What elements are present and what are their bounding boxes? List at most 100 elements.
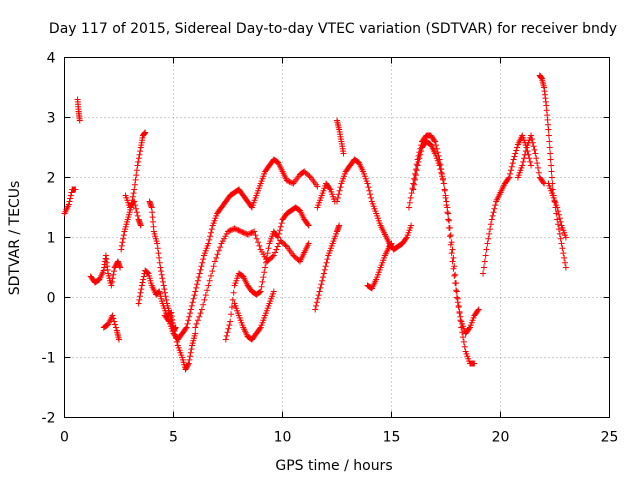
data-point <box>519 162 526 169</box>
data-point <box>534 164 541 171</box>
data-point <box>207 229 214 236</box>
series-f <box>122 192 144 229</box>
data-point <box>446 224 453 231</box>
data-point <box>258 283 265 290</box>
data-point <box>190 295 197 302</box>
series-v <box>536 72 569 271</box>
data-point <box>451 272 458 279</box>
data-point <box>507 170 514 177</box>
data-point <box>260 274 267 281</box>
y-axis-label: SDTVAR / TECUs <box>7 181 23 296</box>
data-point <box>440 180 447 187</box>
data-point <box>533 155 540 162</box>
data-point <box>265 245 272 252</box>
data-point <box>197 266 204 273</box>
data-point <box>185 361 192 368</box>
data-point <box>162 293 169 300</box>
data-point <box>257 288 264 295</box>
data-point <box>460 338 467 345</box>
data-point <box>185 360 192 367</box>
data-point <box>548 162 555 169</box>
data-point <box>444 204 451 211</box>
data-point <box>263 254 270 261</box>
data-point <box>187 349 194 356</box>
data-point <box>213 254 220 261</box>
data-point <box>137 148 144 155</box>
data-point <box>110 315 117 322</box>
data-point <box>320 274 327 281</box>
data-point <box>562 234 569 241</box>
data-point <box>67 192 74 199</box>
data-point <box>459 329 466 336</box>
data-point <box>514 144 521 151</box>
series-c <box>87 252 124 289</box>
data-point <box>120 232 127 239</box>
data-point <box>278 220 285 227</box>
data-point <box>156 259 163 266</box>
data-point <box>136 151 143 158</box>
data-point <box>227 227 234 234</box>
data-point <box>119 239 126 246</box>
data-point <box>206 277 213 284</box>
data-point <box>486 230 493 237</box>
data-point <box>285 178 292 185</box>
data-point <box>488 216 495 223</box>
data-point <box>244 231 251 238</box>
data-point <box>200 256 207 263</box>
data-point <box>226 227 233 234</box>
data-point <box>367 191 374 198</box>
data-point <box>133 167 140 174</box>
data-point <box>234 226 241 233</box>
data-point <box>512 150 519 157</box>
data-point <box>228 311 235 318</box>
y-tick-labels: -2 -1 0 1 2 3 4 <box>42 51 56 427</box>
series-j <box>192 225 312 331</box>
data-point <box>194 281 201 288</box>
series-r <box>405 132 482 337</box>
data-point <box>276 227 283 234</box>
x-tick-label: 20 <box>492 430 510 446</box>
data-point <box>505 175 512 182</box>
data-point <box>282 242 289 249</box>
data-point <box>490 209 497 216</box>
x-tick-label: 0 <box>60 430 69 446</box>
data-point <box>548 174 555 181</box>
data-point <box>449 246 456 253</box>
data-point <box>449 258 456 265</box>
data-point <box>313 299 320 306</box>
data-point <box>228 304 235 311</box>
data-point <box>215 247 222 254</box>
y-tick-label: 1 <box>47 231 56 247</box>
data-point <box>160 282 167 289</box>
data-point <box>485 235 492 242</box>
data-point <box>144 269 151 276</box>
data-point <box>229 296 236 303</box>
data-point <box>205 282 212 289</box>
data-point <box>555 211 562 218</box>
data-point <box>158 271 165 278</box>
data-point <box>138 282 145 289</box>
data-point <box>185 317 192 324</box>
data-point <box>306 173 313 180</box>
data-point <box>269 253 276 260</box>
data-point <box>129 193 136 200</box>
data-point <box>134 212 141 219</box>
data-point <box>439 176 446 183</box>
data-point <box>247 230 254 237</box>
data-point <box>448 250 455 257</box>
data-point <box>133 205 140 212</box>
data-point <box>368 194 375 201</box>
data-point <box>154 240 161 247</box>
y-tick-label: -1 <box>42 351 56 367</box>
data-point <box>202 292 209 299</box>
series-w <box>545 180 569 241</box>
data-point <box>554 204 561 211</box>
data-point <box>207 233 214 240</box>
y-tick-label: 0 <box>47 291 56 307</box>
data-point <box>557 218 564 225</box>
data-point <box>238 228 245 235</box>
data-point <box>117 264 124 271</box>
data-point <box>134 162 141 169</box>
data-point <box>454 295 461 302</box>
